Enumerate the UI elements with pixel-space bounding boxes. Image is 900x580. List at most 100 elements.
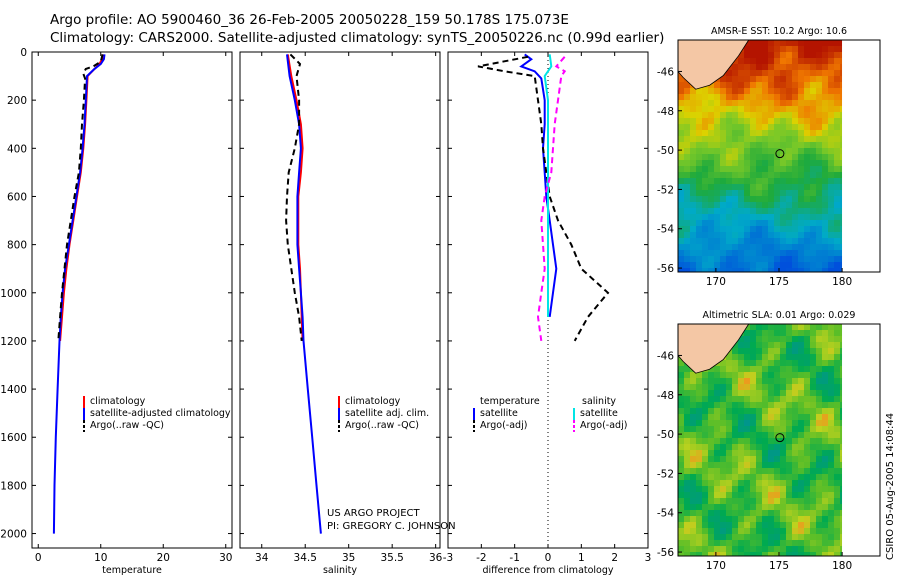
- sla-heatmap-cell: [780, 426, 786, 432]
- difference-series-salinity-argo-adj-: [536, 56, 567, 342]
- sla-heatmap-cell: [834, 324, 840, 330]
- sst-heatmap-cell: [738, 58, 744, 64]
- sst-heatmap-cell: [756, 94, 762, 100]
- sst-heatmap-cell: [708, 202, 714, 208]
- sst-heatmap-cell: [774, 100, 780, 106]
- sla-heatmap-cell: [774, 366, 780, 372]
- sla-heatmap-cell: [756, 474, 762, 480]
- sla-heatmap-cell: [714, 426, 720, 432]
- sla-heatmap-cell: [726, 462, 732, 468]
- sla-heatmap-cell: [684, 510, 690, 516]
- sla-heatmap-cell: [714, 480, 720, 486]
- sst-heatmap-cell: [834, 106, 840, 112]
- sst-heatmap-cell: [738, 226, 744, 232]
- sst-heatmap-cell: [756, 226, 762, 232]
- sla-heatmap-cell: [780, 486, 786, 492]
- sst-heatmap-cell: [828, 136, 834, 142]
- sst-heatmap-cell: [684, 202, 690, 208]
- sst-heatmap-cell: [762, 46, 768, 52]
- sla-heatmap-cell: [834, 450, 840, 456]
- sla-heatmap-cell: [840, 552, 843, 556]
- sla-heatmap-cell: [756, 384, 762, 390]
- sla-heatmap-cell: [822, 378, 828, 384]
- sst-heatmap-cell: [810, 112, 816, 118]
- sst-heatmap-cell: [834, 82, 840, 88]
- sst-heatmap-cell: [822, 262, 828, 268]
- sla-heatmap-cell: [750, 396, 756, 402]
- sla-heatmap-cell: [678, 480, 684, 486]
- sla-heatmap-cell: [738, 396, 744, 402]
- sla-heatmap-cell: [732, 516, 738, 522]
- sst-heatmap-cell: [774, 262, 780, 268]
- sla-heatmap-cell: [798, 390, 804, 396]
- sla-heatmap-cell: [810, 384, 816, 390]
- sla-heatmap-cell: [702, 396, 708, 402]
- sla-heatmap-cell: [756, 342, 762, 348]
- sst-heatmap-cell: [840, 94, 843, 100]
- sst-heatmap-cell: [786, 106, 792, 112]
- sst-heatmap-cell: [684, 88, 690, 94]
- sst-heatmap-cell: [804, 136, 810, 142]
- sla-heatmap-cell: [714, 444, 720, 450]
- sst-heatmap-cell: [774, 250, 780, 256]
- sst-heatmap-cell: [828, 178, 834, 184]
- sla-heatmap-cell: [684, 468, 690, 474]
- sla-heatmap-cell: [744, 522, 750, 528]
- sst-heatmap-cell: [828, 64, 834, 70]
- sla-heatmap-cell: [810, 348, 816, 354]
- sla-heatmap-cell: [726, 504, 732, 510]
- sst-heatmap-cell: [684, 136, 690, 142]
- sla-heatmap-cell: [834, 492, 840, 498]
- sla-heatmap-cell: [738, 552, 744, 556]
- sla-heatmap-cell: [834, 384, 840, 390]
- sst-heatmap-cell: [840, 106, 843, 112]
- sla-heatmap-cell: [786, 552, 792, 556]
- sst-heatmap-cell: [816, 262, 822, 268]
- sst-heatmap-cell: [816, 172, 822, 178]
- sst-heatmap-cell: [738, 64, 744, 70]
- sst-heatmap-cell: [702, 106, 708, 112]
- sla-heatmap-cell: [732, 468, 738, 474]
- sst-heatmap-cell: [768, 124, 774, 130]
- sla-heatmap-cell: [792, 414, 798, 420]
- sla-heatmap-cell: [678, 426, 684, 432]
- climatology-title: Climatology: CARS2000. Satellite-adjuste…: [50, 30, 665, 46]
- sst-heatmap-cell: [756, 136, 762, 142]
- sla-heatmap-cell: [792, 426, 798, 432]
- sst-heatmap-cell: [774, 112, 780, 118]
- sst-heatmap-cell: [828, 154, 834, 160]
- sst-heatmap-cell: [810, 100, 816, 106]
- sst-heatmap-cell: [840, 202, 843, 208]
- sla-heatmap-cell: [738, 444, 744, 450]
- sla-heatmap-cell: [810, 396, 816, 402]
- sst-heatmap-cell: [786, 40, 792, 46]
- sst-heatmap-cell: [774, 124, 780, 130]
- sst-heatmap-cell: [780, 202, 786, 208]
- sla-heatmap-cell: [804, 402, 810, 408]
- sla-heatmap-cell: [696, 384, 702, 390]
- sla-heatmap-cell: [798, 486, 804, 492]
- sst-heatmap-cell: [822, 172, 828, 178]
- sst-heatmap-cell: [792, 226, 798, 232]
- sst-heatmap-cell: [792, 208, 798, 214]
- sla-heatmap-cell: [756, 498, 762, 504]
- sla-heatmap-cell: [714, 510, 720, 516]
- sla-heatmap-cell: [822, 366, 828, 372]
- sst-heatmap-cell: [816, 244, 822, 250]
- sst-heatmap-cell: [696, 172, 702, 178]
- sla-heatmap-cell: [714, 474, 720, 480]
- sla-heatmap-cell: [696, 438, 702, 444]
- sla-heatmap-cell: [822, 336, 828, 342]
- sla-heatmap-cell: [708, 492, 714, 498]
- sla-heatmap-cell: [804, 426, 810, 432]
- sst-heatmap-cell: [774, 76, 780, 82]
- sla-heatmap-cell: [744, 540, 750, 546]
- sst-heatmap-cell: [762, 58, 768, 64]
- sst-heatmap-cell: [738, 82, 744, 88]
- sla-heatmap-cell: [768, 324, 774, 330]
- sla-heatmap-cell: [756, 426, 762, 432]
- sla-heatmap-cell: [816, 540, 822, 546]
- sst-heatmap-cell: [690, 226, 696, 232]
- sst-heatmap-cell: [768, 100, 774, 106]
- sst-heatmap-cell: [702, 112, 708, 118]
